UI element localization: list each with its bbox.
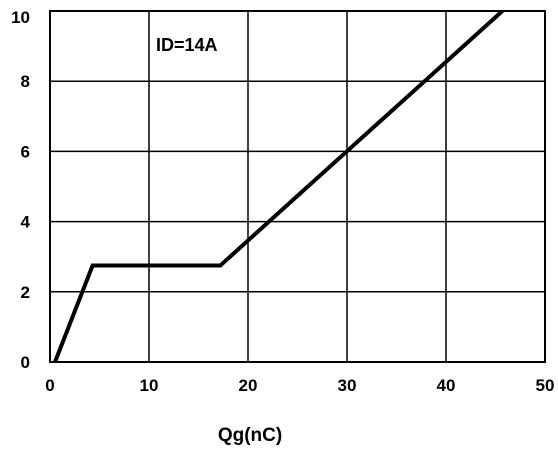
grid <box>50 11 545 362</box>
x-axis-label: Qg(nC) <box>218 425 282 446</box>
x-tick-label: 10 <box>140 376 159 395</box>
y-tick-label: 2 <box>21 283 30 302</box>
y-tick-label: 0 <box>21 353 30 372</box>
x-tick-labels: 0 10 20 30 40 50 <box>45 376 554 395</box>
x-tick-label: 40 <box>437 376 456 395</box>
x-tick-label: 30 <box>338 376 357 395</box>
series-line <box>53 9 504 363</box>
plot-frame <box>49 10 546 363</box>
condition-annotation: ID=14A <box>156 35 218 55</box>
y-tick-label: 4 <box>21 213 31 232</box>
x-tick-label: 20 <box>239 376 258 395</box>
x-tick-label: 0 <box>45 376 54 395</box>
y-tick-labels: 0 2 4 6 8 10 <box>11 8 30 372</box>
x-tick-label: 50 <box>536 376 555 395</box>
y-tick-label: 8 <box>21 72 30 91</box>
y-tick-label: 6 <box>21 142 30 161</box>
y-tick-label: 10 <box>11 8 30 27</box>
